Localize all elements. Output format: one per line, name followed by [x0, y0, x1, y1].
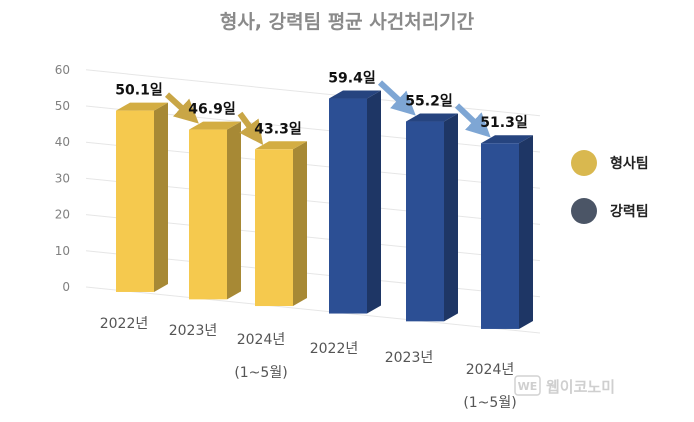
gridline [85, 286, 541, 334]
trend-arrow [454, 103, 491, 138]
bar-top [116, 102, 168, 111]
bar-side [154, 102, 168, 292]
y-axis-ticks: 0 10 20 30 40 50 60 [55, 63, 70, 294]
x-axis-labels: 2022년 2023년 2024년 (1~5월) 2022년 2023년 2024년 (1~5… [100, 316, 517, 411]
legend-marker [571, 198, 597, 224]
data-label: 59.4일 [328, 71, 375, 87]
bar-side [519, 135, 533, 329]
y-tick-label: 60 [55, 63, 70, 77]
trend-arrows [164, 80, 491, 145]
x-tick-label: 2023년 [169, 323, 218, 339]
bar [116, 110, 154, 292]
bar [189, 129, 227, 300]
y-tick-label: 0 [62, 280, 70, 294]
bar-side [444, 113, 458, 322]
data-label: 46.9일 [188, 102, 235, 118]
x-tick-label: (1~5월) [463, 395, 516, 411]
bar [406, 121, 444, 322]
y-tick-label: 20 [55, 208, 70, 222]
legend-label: 형사팀 [610, 155, 649, 172]
y-tick-label: 30 [55, 171, 70, 185]
y-tick-label: 50 [55, 99, 70, 113]
x-tick-label: 2023년 [385, 350, 434, 366]
bar-top [481, 135, 533, 144]
trend-arrow [377, 80, 416, 116]
bar-top [329, 90, 381, 99]
bars [116, 90, 533, 329]
watermark: WE 웹이코노미 [514, 375, 615, 396]
bar-side [227, 121, 241, 300]
bar-side [367, 90, 381, 314]
y-tick-label: 40 [55, 135, 70, 149]
bar [481, 143, 519, 329]
watermark-badge [514, 375, 541, 396]
data-label: 51.3일 [480, 115, 527, 131]
x-tick-label: 2022년 [310, 341, 359, 357]
legend-label: 강력팀 [610, 203, 649, 220]
watermark-text: 웹이코노미 [546, 378, 615, 396]
chart-title: 형사, 강력팀 평균 사건처리기간 [220, 11, 475, 33]
bar-top [255, 141, 307, 150]
bar-side [293, 141, 307, 307]
bar [255, 149, 293, 307]
x-tick-label: (1~5월) [234, 365, 287, 381]
watermark-badge-text: WE [518, 380, 538, 393]
x-tick-label: 2024년 [466, 362, 515, 378]
legend-marker [571, 150, 597, 176]
data-label: 50.1일 [115, 83, 162, 99]
data-label: 55.2일 [405, 94, 452, 110]
bar-top [406, 113, 458, 122]
bar-top [189, 121, 241, 130]
x-tick-label: 2024년 [237, 332, 286, 348]
y-tick-label: 10 [55, 244, 70, 258]
trend-arrow [237, 111, 264, 145]
bar [329, 98, 367, 314]
gridline [85, 69, 541, 117]
data-label: 43.3일 [254, 121, 301, 137]
x-tick-label: 2022년 [100, 316, 149, 332]
data-labels: 50.1일 46.9일 43.3일 59.4일 55.2일 51.3일 [115, 71, 527, 138]
trend-arrow [164, 92, 199, 124]
